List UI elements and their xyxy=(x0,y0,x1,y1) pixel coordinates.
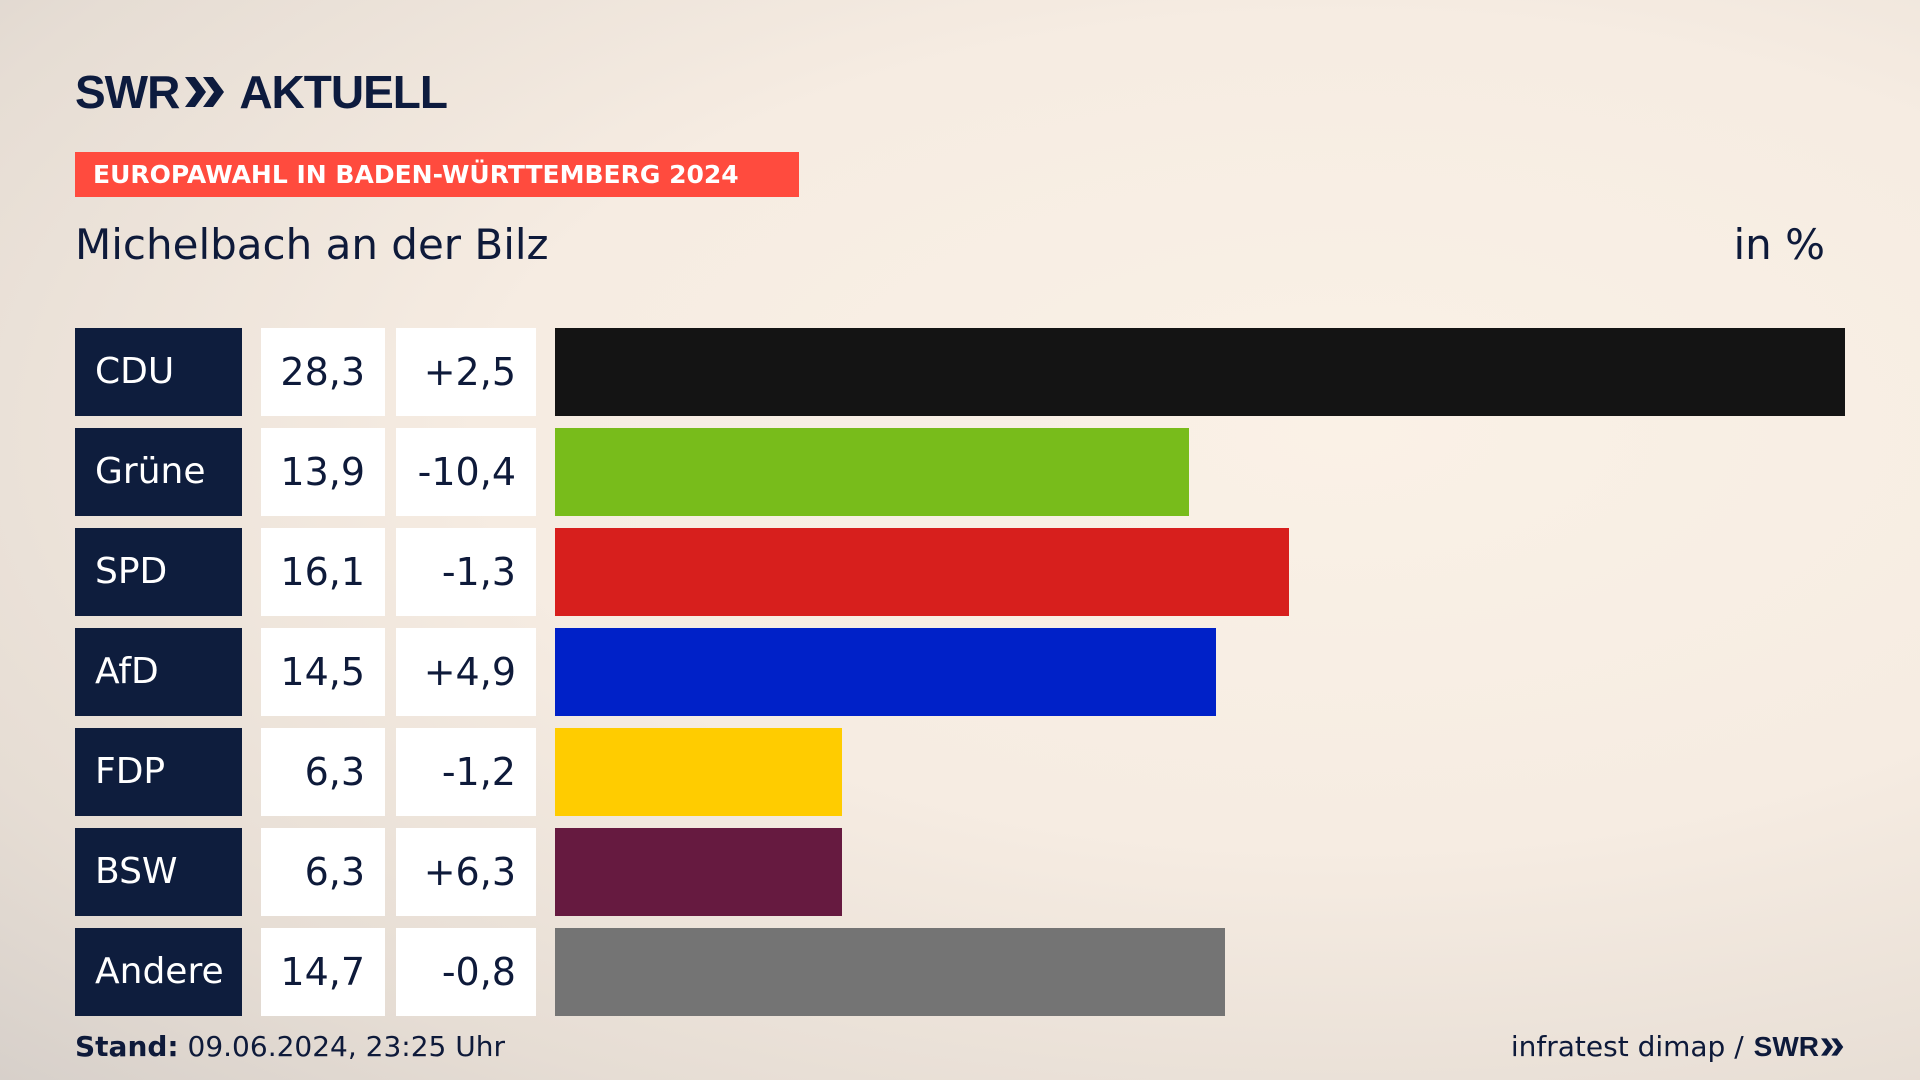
vote-share-value: 16,1 xyxy=(261,528,385,616)
vote-share-change: -10,4 xyxy=(396,428,536,516)
logo-swr-text: SWR xyxy=(75,66,180,118)
vote-share-value: 14,7 xyxy=(261,928,385,1016)
logo-aktuell-text: AKTUELL xyxy=(239,66,448,118)
party-label: CDU xyxy=(75,328,242,416)
vote-share-change: +2,5 xyxy=(396,328,536,416)
party-row: Grüne 13,9 -10,4 xyxy=(75,428,1845,516)
party-row: BSW 6,3 +6,3 xyxy=(75,828,1845,916)
party-label: SPD xyxy=(75,528,242,616)
party-row: FDP 6,3 -1,2 xyxy=(75,728,1845,816)
vote-share-change: -1,2 xyxy=(396,728,536,816)
stand-label: Stand: xyxy=(75,1030,179,1063)
party-row: SPD 16,1 -1,3 xyxy=(75,528,1845,616)
timestamp: Stand: 09.06.2024, 23:25 Uhr xyxy=(75,1030,505,1063)
party-row: CDU 28,3 +2,5 xyxy=(75,328,1845,416)
source-credit: infratest dimap / SWR xyxy=(1511,1030,1845,1063)
vote-share-value: 28,3 xyxy=(261,328,385,416)
bar-grne xyxy=(555,428,1189,516)
vote-share-value: 14,5 xyxy=(261,628,385,716)
vote-share-change: -0,8 xyxy=(396,928,536,1016)
double-chevron-icon xyxy=(1821,1037,1844,1056)
swr-aktuell-logo: SWR AKTUELL xyxy=(75,66,448,118)
vote-share-change: +4,9 xyxy=(396,628,536,716)
party-label: Grüne xyxy=(75,428,242,516)
double-chevron-icon xyxy=(185,77,225,107)
vote-share-value: 6,3 xyxy=(261,828,385,916)
election-banner: EUROPAWAHL IN BADEN-WÜRTTEMBERG 2024 xyxy=(75,152,799,197)
bar-afd xyxy=(555,628,1216,716)
source-text: infratest dimap / xyxy=(1510,1030,1744,1063)
party-row: AfD 14,5 +4,9 xyxy=(75,628,1845,716)
bar-andere xyxy=(555,928,1225,1016)
vote-share-change: -1,3 xyxy=(396,528,536,616)
vote-share-change: +6,3 xyxy=(396,828,536,916)
party-row: Andere 14,7 -0,8 xyxy=(75,928,1845,1016)
bar-spd xyxy=(555,528,1289,616)
unit-label: in % xyxy=(1733,220,1825,269)
party-label: Andere xyxy=(75,928,242,1016)
bar-cdu xyxy=(555,328,1845,416)
party-label: BSW xyxy=(75,828,242,916)
party-label: FDP xyxy=(75,728,242,816)
location-title: Michelbach an der Bilz xyxy=(75,220,549,269)
bar-bsw xyxy=(555,828,842,916)
vote-share-value: 13,9 xyxy=(261,428,385,516)
bar-fdp xyxy=(555,728,842,816)
source-brand: SWR xyxy=(1753,1030,1819,1062)
party-label: AfD xyxy=(75,628,242,716)
stand-value: 09.06.2024, 23:25 Uhr xyxy=(187,1030,505,1063)
vote-share-value: 6,3 xyxy=(261,728,385,816)
